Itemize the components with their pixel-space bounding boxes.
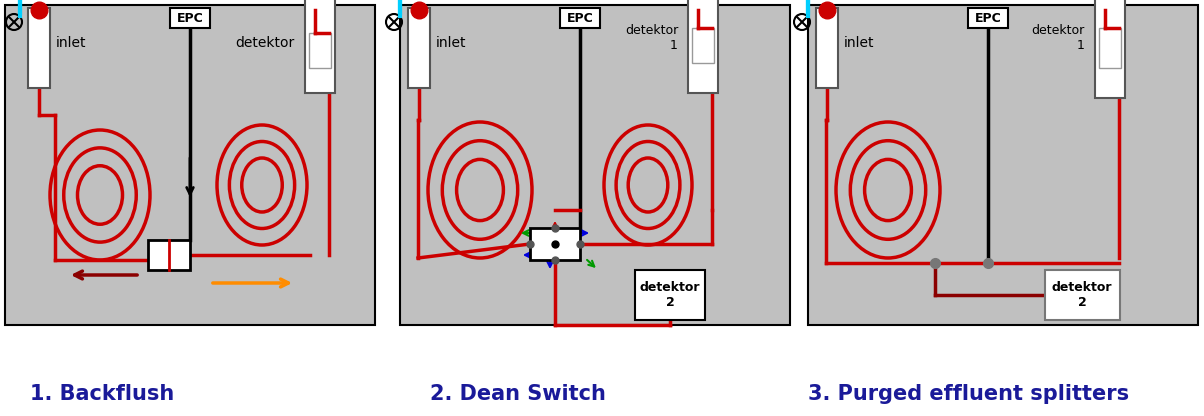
Text: 1. Backflush: 1. Backflush: [30, 384, 175, 404]
Bar: [305, 0, 335, 93]
Text: 2. Dean Switch: 2. Dean Switch: [430, 384, 606, 404]
Bar: [5, 5, 374, 325]
Bar: [1094, 0, 1125, 98]
Bar: [635, 270, 706, 320]
Text: detektor
2: detektor 2: [1052, 281, 1112, 309]
Bar: [530, 228, 580, 260]
Bar: [1099, 28, 1121, 68]
Text: inlet: inlet: [436, 36, 466, 50]
Bar: [1045, 270, 1120, 320]
Bar: [560, 8, 600, 28]
Text: 3. Purged effluent splitters: 3. Purged effluent splitters: [808, 384, 1129, 404]
Bar: [309, 33, 331, 68]
Text: EPC: EPC: [177, 12, 203, 25]
Bar: [692, 28, 714, 63]
Bar: [968, 8, 1008, 28]
Text: EPC: EPC: [567, 12, 594, 25]
Text: EPC: EPC: [974, 12, 1002, 25]
Bar: [408, 8, 430, 88]
Bar: [808, 5, 1198, 325]
Text: detektor
1: detektor 1: [1032, 24, 1085, 52]
Text: detektor
1: detektor 1: [625, 24, 678, 52]
Text: detektor: detektor: [236, 36, 295, 50]
Bar: [148, 240, 190, 270]
Text: inlet: inlet: [844, 36, 874, 50]
Bar: [400, 5, 790, 325]
Bar: [170, 8, 209, 28]
Bar: [28, 8, 51, 88]
Text: inlet: inlet: [57, 36, 87, 50]
Text: detektor
2: detektor 2: [639, 281, 701, 309]
Bar: [816, 8, 838, 88]
Bar: [687, 0, 718, 93]
